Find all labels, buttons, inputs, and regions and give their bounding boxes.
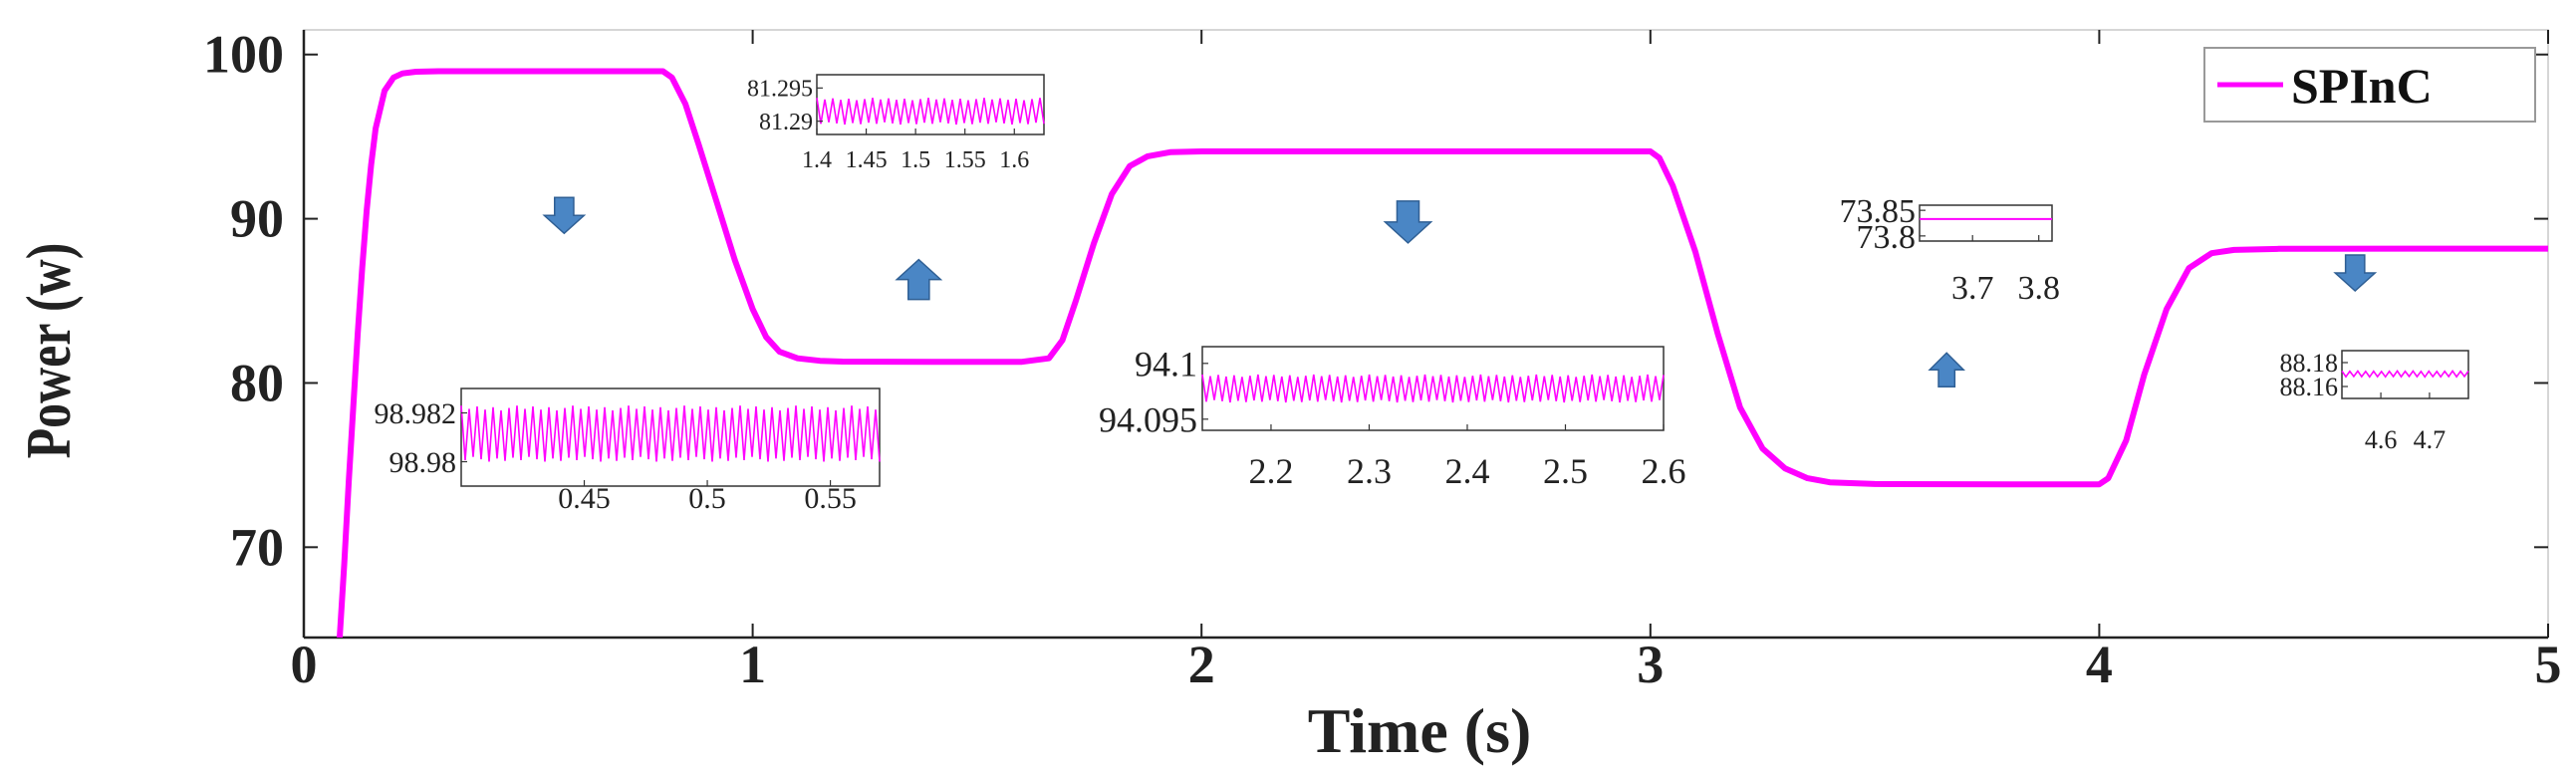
inset-2: 1.4 1.45 1.5 1.55 1.6 81.295 81.29 — [747, 74, 1045, 173]
inset-x-tick-label: 1.4 — [802, 147, 832, 173]
y-tick-label: 100 — [203, 25, 284, 85]
y-tick-label: 90 — [230, 189, 284, 249]
inset-y-tick-label: 94.095 — [1099, 399, 1197, 439]
legend-label: SPInC — [2291, 58, 2433, 114]
x-tick-label: 5 — [2535, 635, 2562, 694]
inset-y-tick-label: 88.16 — [2280, 373, 2339, 401]
inset-x-tick-label: 1.55 — [944, 147, 986, 173]
inset-series-line — [1201, 374, 1665, 403]
inset-x-tick-label: 0.45 — [558, 482, 611, 515]
inset-x-tick-label: 3.7 — [1951, 270, 1994, 307]
inset-frame — [816, 74, 1045, 135]
inset-frame — [1919, 204, 2053, 242]
inset-y-tick-label: 81.295 — [747, 77, 813, 103]
inset-1: 0.45 0.5 0.55 98.982 98.98 — [375, 387, 881, 515]
y-tick-label: 70 — [230, 517, 284, 577]
plot-area: 0 1 2 3 4 5 70 80 90 100 0.45 0.5 0.55 98.982 98.98 1.4… — [203, 25, 2562, 694]
x-tick-label: 3 — [1637, 635, 1664, 694]
inset-x-tick-label: 1.6 — [999, 147, 1029, 173]
inset-y-tick-label: 81.29 — [759, 110, 813, 135]
inset-y-tick-label: 94.1 — [1135, 344, 1197, 384]
inset-series-line — [2341, 369, 2469, 379]
x-tick-label: 4 — [2086, 635, 2113, 694]
arrow-up-icon — [1928, 352, 1966, 388]
inset-series-line — [460, 405, 881, 462]
inset-y-tick-label: 98.98 — [389, 446, 457, 479]
inset-x-tick-label: 3.8 — [2017, 270, 2060, 307]
inset-x-tick-label: 1.45 — [846, 147, 888, 173]
inset-3: 2.2 2.3 2.4 2.5 2.6 94.1 94.095 — [1099, 344, 1686, 491]
inset-y-tick-label: 98.982 — [375, 397, 457, 430]
x-tick-label: 1 — [739, 635, 766, 694]
y-tick-label: 80 — [230, 353, 284, 412]
arrow-down-icon — [2333, 254, 2378, 293]
inset-y-tick-label: 88.18 — [2280, 349, 2339, 378]
x-axis-label: Time (s) — [1308, 695, 1532, 766]
inset-x-tick-label: 0.55 — [804, 482, 857, 515]
inset-x-tick-label: 4.7 — [2414, 425, 2447, 454]
x-tick-label: 0 — [291, 635, 318, 694]
inset-series-line — [816, 98, 1045, 126]
inset-x-tick-label: 0.5 — [688, 482, 726, 515]
inset-x-tick-label: 2.2 — [1248, 451, 1293, 491]
legend: SPInC — [2203, 47, 2536, 123]
y-axis-label: Power (w) — [14, 243, 84, 459]
inset-y-tick-label: 73.8 — [1857, 219, 1917, 256]
inset-x-tick-label: 2.6 — [1642, 451, 1686, 491]
x-tick-label: 2 — [1188, 635, 1215, 694]
inset-x-tick-label: 2.3 — [1347, 451, 1392, 491]
arrow-down-icon — [542, 196, 587, 235]
arrow-up-icon — [895, 258, 943, 301]
inset-x-tick-label: 4.6 — [2365, 425, 2398, 454]
series-line-spinc — [337, 68, 2548, 638]
inset-x-tick-label: 2.4 — [1444, 451, 1489, 491]
inset-x-tick-label: 1.5 — [901, 147, 930, 173]
arrow-down-icon — [1383, 200, 1433, 244]
inset-y-tick-label: 73.85 — [1840, 193, 1917, 230]
inset-x-tick-label: 2.5 — [1543, 451, 1588, 491]
